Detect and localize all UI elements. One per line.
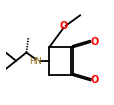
Text: O: O [59, 21, 67, 31]
Text: O: O [89, 37, 98, 47]
Text: HN: HN [29, 57, 41, 66]
Text: O: O [89, 75, 98, 85]
